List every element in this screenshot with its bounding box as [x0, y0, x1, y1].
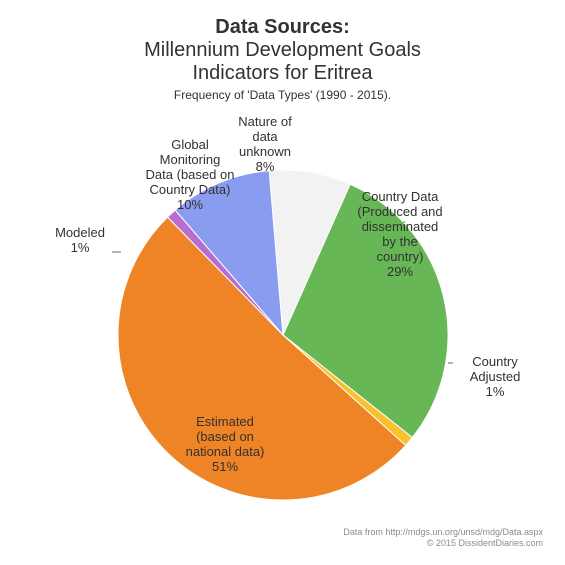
credit-line-2: © 2015 DissidentDiaries.com: [343, 538, 543, 549]
pie-chart: [0, 0, 565, 565]
credit-line-1: Data from http://mdgs.un.org/unsd/mdg/Da…: [343, 527, 543, 538]
chart-container: Data Sources: Millennium Development Goa…: [0, 0, 565, 565]
credits: Data from http://mdgs.un.org/unsd/mdg/Da…: [343, 527, 543, 550]
